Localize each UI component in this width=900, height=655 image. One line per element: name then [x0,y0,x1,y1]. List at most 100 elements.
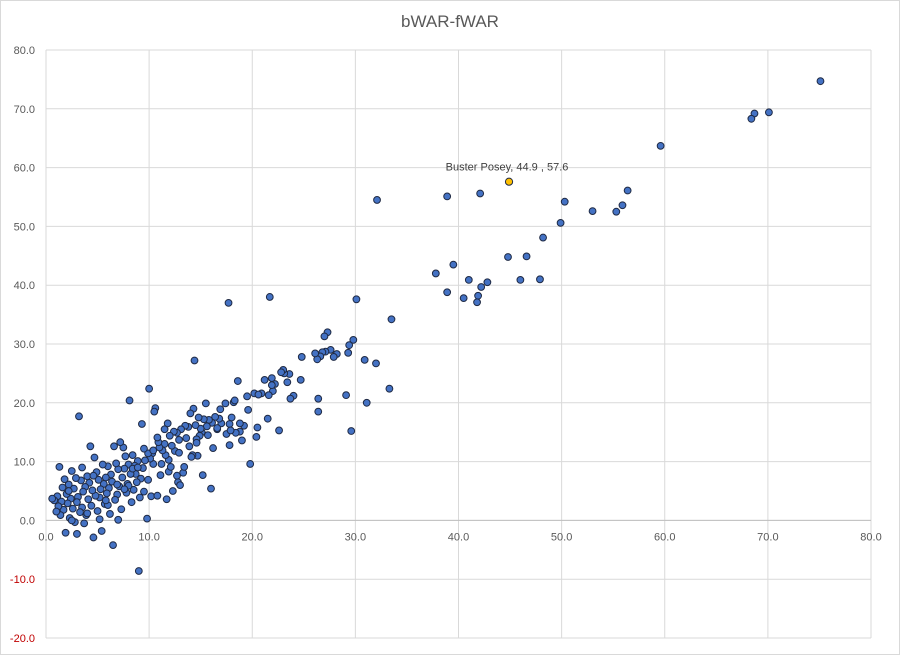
data-point [135,493,144,502]
x-tick-label: 40.0 [448,531,469,543]
data-point [347,427,356,435]
data-point [129,485,138,494]
data-point [98,460,107,469]
data-point [349,335,358,344]
y-tick-label: -20.0 [10,633,35,645]
data-point [474,291,482,300]
data-point [216,405,225,414]
data-point [180,462,189,471]
highlight-point [504,177,514,186]
data-point [387,315,396,324]
data-point [86,442,95,451]
data-point [110,442,118,451]
data-point [320,332,329,341]
data-point [816,77,825,86]
x-tick-label: 80.0 [860,531,881,543]
data-point [296,375,305,384]
data-point [173,471,181,480]
data-point [244,405,253,414]
data-point [67,516,76,525]
data-point [156,471,165,480]
highlight-label: Buster Posey, 44.9 , 57.6 [446,162,569,174]
data-point [96,485,105,494]
x-tick-label: 70.0 [757,531,778,543]
data-point [254,390,263,399]
data-point [141,456,149,465]
data-point [73,530,81,538]
data-point [765,108,773,117]
data-point [144,475,152,484]
x-tick-label: 10.0 [138,531,159,543]
data-point [516,276,525,284]
data-point [78,463,86,472]
data-point [150,407,159,416]
data-point [314,394,323,403]
data-point [101,473,110,482]
data-point [473,298,481,307]
data-point [275,426,283,435]
data-point [120,485,129,494]
y-tick-label: 40.0 [14,280,35,292]
data-point [235,419,244,428]
data-point [90,453,99,462]
data-point [73,498,81,507]
data-point [102,489,111,498]
annotations: Buster Posey, 44.9 , 57.6 [446,162,569,186]
data-point [153,433,162,442]
y-tick-label: 30.0 [14,339,35,351]
data-point [121,452,130,461]
data-point [165,431,174,440]
data-point [113,480,122,489]
data-point [194,413,203,422]
data-point [204,431,212,440]
data-point [106,510,114,518]
data-point [134,567,143,575]
x-tick-label: 50.0 [551,531,572,543]
data-point [114,515,123,524]
data-point [140,487,148,496]
data-point [143,514,151,523]
data-point [623,186,632,195]
data-point [116,438,125,447]
data-point [536,275,544,284]
data-point [286,394,295,403]
data-point [60,475,69,484]
data-point [238,436,246,445]
data-point [267,374,276,383]
data-point [140,444,148,453]
data-point [118,473,127,482]
data-point [175,435,183,444]
data-point [360,355,369,364]
data-point [48,494,57,503]
y-tick-label: 20.0 [14,398,35,410]
data-point [191,421,200,430]
data-point [443,192,452,201]
data-point [176,481,184,490]
data-point [459,294,468,303]
data-point [93,507,102,515]
data-point [186,409,195,418]
x-tick-label: 30.0 [345,531,366,543]
tick-labels: 0.0 10.0 20.0 30.0 40.0 50.0 60.0 70.0 80.0 80.0 7… [10,45,882,645]
data-point [283,378,292,387]
data-point [185,442,194,451]
y-tick-label: 0.0 [20,515,35,527]
data-point [117,505,126,514]
data-point [112,459,121,468]
data-point [314,407,323,416]
data-point [211,413,220,421]
data-point [153,491,162,500]
y-tick-label: 80.0 [14,45,35,57]
data-point [101,496,110,505]
data-point [133,463,142,472]
data-point [224,298,233,307]
data-point [311,349,320,358]
data-point [67,467,76,475]
grid [45,49,872,639]
data-point [61,528,70,537]
y-tick-label: 50.0 [14,221,35,233]
data-point [504,253,512,261]
y-tick-label: 60.0 [14,163,35,175]
data-point [68,504,77,513]
data-point [252,433,261,441]
